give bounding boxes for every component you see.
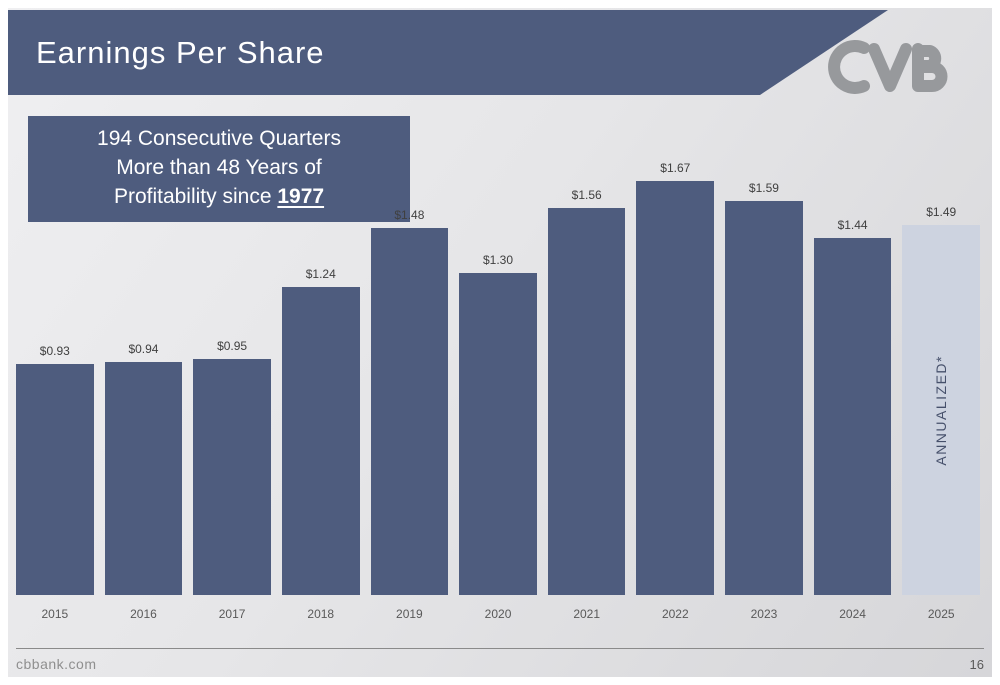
callout-line-1: 194 Consecutive Quarters (97, 127, 341, 150)
axis-year-label: 2023 (750, 607, 778, 621)
bar-value-label: $1.30 (483, 253, 514, 267)
bar-2017 (193, 359, 271, 595)
bar-value-label: $1.56 (571, 188, 602, 202)
bar-value-label: $1.44 (837, 218, 868, 232)
axis-year-label: 2020 (484, 607, 512, 621)
footer-website: cbbank.com (16, 656, 97, 672)
bar-value-label: $1.67 (660, 161, 691, 175)
chart-column: $1.30 (459, 253, 537, 595)
callout-line-3-text: Profitability since (113, 184, 278, 208)
bar-2025: ANNUALIZED* (902, 225, 981, 595)
callout-line-2: More than 48 Years of (116, 155, 322, 179)
bar-value-label: $1.59 (748, 181, 779, 195)
footer: cbbank.com 16 (16, 648, 984, 672)
cvb-logo-icon (828, 40, 948, 94)
logo-v-glyph (868, 43, 912, 92)
chart-column: $1.49 ANNUALIZED* (902, 205, 981, 595)
bar-value-label: $0.94 (128, 342, 159, 356)
chart-bars: $0.93 $0.94 $0.95 $1.24 $1.48 $1.30 $1.56 $1.67… (16, 140, 981, 595)
bar-2015 (16, 364, 94, 595)
bar-2023 (725, 201, 803, 595)
chart-column: $0.94 (104, 342, 183, 595)
bar-2022 (636, 181, 715, 595)
bar-2018 (281, 287, 360, 595)
slide: Earnings Per Share 194 Consecutive Quart… (8, 8, 992, 677)
axis-year-label: 2015 (41, 607, 69, 621)
chart-column: $1.24 (281, 267, 360, 595)
chart-column: $0.95 (193, 339, 271, 595)
page-title: Earnings Per Share (36, 34, 325, 70)
bar-2019 (370, 228, 449, 595)
callout-line-3: Profitability since 1977 (34, 183, 404, 212)
chart-column: $1.59 (725, 181, 803, 595)
bar-value-label: $1.24 (305, 267, 336, 281)
logo-c-glyph (828, 40, 870, 94)
axis-year-label: 2016 (130, 607, 157, 621)
callout-box: 194 Consecutive Quarters More than 48 Ye… (28, 116, 410, 222)
axis-year-label: 2018 (307, 607, 335, 621)
bar-value-label: $1.48 (394, 208, 425, 222)
bar-value-label: $1.49 (926, 205, 957, 219)
bar-2024 (813, 238, 892, 595)
callout-year: 1977 (277, 184, 325, 208)
chart-years: 2015 2016 2017 2018 2019 2020 2021 2022 2023 2024… (16, 607, 980, 621)
axis-year-label: 2017 (218, 607, 246, 621)
axis-year-label: 2022 (661, 607, 689, 621)
axis-year-label: 2019 (396, 607, 423, 621)
logo-b-glyph (912, 43, 948, 92)
axis-year-label: 2024 (839, 607, 866, 621)
bar-value-label: $0.95 (217, 339, 248, 353)
axis-year-label: 2025 (927, 607, 955, 621)
header-banner: Earnings Per Share (8, 10, 888, 95)
annualized-label: ANNUALIZED* (933, 354, 950, 466)
chart-column: $0.93 (16, 344, 94, 595)
bar-2016 (104, 362, 183, 595)
bar-value-label: $0.93 (39, 344, 70, 358)
chart-column: $1.67 (636, 161, 715, 595)
bar-2021 (547, 208, 626, 595)
axis-year-label: 2021 (573, 607, 601, 621)
chart-column: $1.44 (813, 218, 892, 595)
footer-page-number: 16 (969, 657, 984, 672)
chart-column: $1.48 (370, 208, 449, 595)
bar-2020 (459, 273, 537, 595)
chart-column: $1.56 (547, 188, 626, 595)
